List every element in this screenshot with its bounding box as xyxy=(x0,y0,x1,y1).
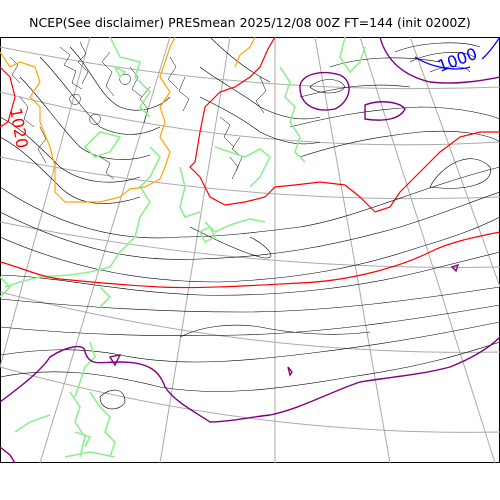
contour-purple xyxy=(0,37,500,463)
isobar xyxy=(0,136,141,204)
contour-orange-line xyxy=(0,37,176,203)
isobar xyxy=(429,66,471,73)
isobar xyxy=(299,84,411,98)
isobar xyxy=(329,57,441,68)
coastline xyxy=(0,276,12,298)
coastline xyxy=(99,286,112,308)
graticule xyxy=(0,37,500,463)
longitude-line xyxy=(0,37,91,368)
coastline xyxy=(74,431,92,448)
latitude-line xyxy=(0,156,500,200)
coastline xyxy=(109,37,152,118)
contour-purple-line xyxy=(450,263,460,273)
isobar xyxy=(394,42,481,53)
contour-purple-line xyxy=(299,71,350,111)
contour-purple-line xyxy=(0,336,500,423)
contour-1000-line xyxy=(414,56,471,70)
isobar xyxy=(69,46,171,111)
isobar xyxy=(209,37,271,83)
map-title: NCEP(See disclaimer) PRESmean 2025/12/08… xyxy=(29,15,471,30)
coastline xyxy=(83,131,122,158)
coastline xyxy=(214,146,272,188)
longitude-line xyxy=(409,37,500,288)
isobar xyxy=(19,76,151,160)
isobar xyxy=(409,52,476,63)
contour-1020 xyxy=(0,37,500,289)
map-canvas: 1020 1000 xyxy=(0,37,500,463)
coastline xyxy=(74,341,96,398)
coastline xyxy=(89,391,116,458)
isobar xyxy=(309,79,346,94)
isobar xyxy=(289,106,500,128)
isobar xyxy=(0,341,500,392)
isobar xyxy=(0,166,500,239)
coastline xyxy=(339,37,366,74)
isobar xyxy=(0,191,500,260)
longitude-line xyxy=(159,37,231,463)
longitude-line xyxy=(314,37,391,463)
contour-1020-line xyxy=(0,66,16,128)
latitude-line xyxy=(0,221,500,268)
coastline xyxy=(179,166,201,218)
contour-1020-line xyxy=(0,231,500,289)
longitude-line xyxy=(359,37,496,463)
contour-1020-line xyxy=(189,131,500,213)
terrain-contours xyxy=(9,41,267,180)
pressure-map: 1020 1000 xyxy=(0,37,500,463)
coastline xyxy=(279,66,306,163)
contour-1000-line xyxy=(481,37,500,60)
isobar xyxy=(179,324,371,338)
longitude-line xyxy=(39,37,171,463)
isobar xyxy=(0,251,500,296)
contour-orange xyxy=(0,37,256,203)
latitude-line xyxy=(0,291,500,353)
contour-purple-line xyxy=(364,101,406,121)
contour-1020-line xyxy=(194,37,276,163)
isobar xyxy=(0,321,500,363)
coastline xyxy=(69,391,86,458)
isobar xyxy=(39,56,161,135)
isobars xyxy=(0,37,500,410)
coastline xyxy=(198,225,217,244)
contour-purple-line xyxy=(108,354,122,367)
isobar xyxy=(199,96,321,145)
contour-purple-line xyxy=(379,37,500,84)
contour-purple-line xyxy=(287,366,293,377)
contour-orange-line xyxy=(234,37,256,68)
isobar xyxy=(0,116,141,183)
isobar xyxy=(429,158,491,189)
contour-purple-line xyxy=(0,446,16,463)
latitude-line xyxy=(0,46,500,90)
coastline xyxy=(14,414,51,433)
isobar xyxy=(0,286,500,313)
coastline xyxy=(64,451,116,458)
isobar xyxy=(99,389,126,410)
isobar xyxy=(0,304,500,337)
contour-1000 xyxy=(414,37,500,70)
isobar xyxy=(299,130,500,158)
isobar xyxy=(189,226,272,259)
latitude-line xyxy=(0,91,500,146)
coastline xyxy=(113,65,127,79)
